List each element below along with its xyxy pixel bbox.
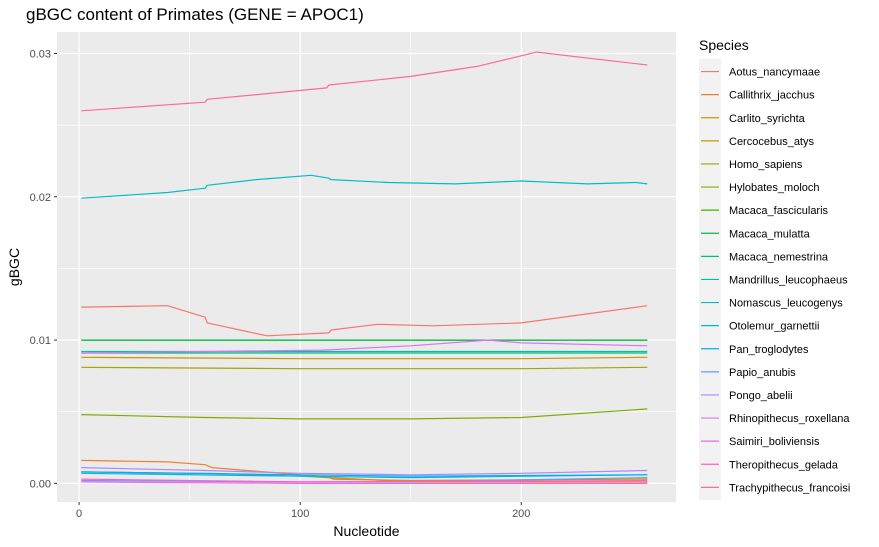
legend-label: Callithrix_jacchus xyxy=(729,90,815,102)
x-tick-label: 100 xyxy=(291,508,309,520)
series-line-pan-troglodytes xyxy=(81,471,648,477)
series-lines xyxy=(81,51,648,484)
x-axis-title: Nucleotide xyxy=(333,523,399,539)
legend-label: Hylobates_moloch xyxy=(729,182,820,194)
legend-label: Trachypithecus_francoisi xyxy=(729,482,850,494)
legend-label: Nomascus_leucogenys xyxy=(729,298,843,310)
y-tick-label: 0.00 xyxy=(30,478,51,490)
chart-title: gBGC content of Primates (GENE = APOC1) xyxy=(26,5,364,24)
legend-label: Carlito_syrichta xyxy=(729,113,806,125)
series-line-cercocebus-atys xyxy=(81,356,648,360)
legend-label: Pan_troglodytes xyxy=(729,344,809,356)
series-line-hylobates-moloch xyxy=(81,408,648,420)
legend-title: Species xyxy=(699,37,749,53)
legend: Species Aotus_nancymaae Callithrix_jacchu… xyxy=(699,37,850,500)
series-line-pongo-abelii xyxy=(81,467,648,476)
series-line-trachypithecus-francoisi xyxy=(81,51,648,112)
legend-label: Theropithecus_gelada xyxy=(729,459,839,471)
y-tick-label: 0.02 xyxy=(30,192,51,204)
series-line-saimiri-boliviensis xyxy=(81,481,648,484)
legend-label: Macaca_nemestrina xyxy=(729,251,829,263)
x-tick-label: 0 xyxy=(76,508,82,520)
legend-label: Aotus_nancymaae xyxy=(729,67,820,79)
series-line-homo-sapiens xyxy=(81,366,648,370)
y-tick-label: 0.03 xyxy=(30,48,51,60)
series-line-rhinopithecus-roxellana xyxy=(81,339,648,354)
series-line-aotus-nancymaae xyxy=(81,305,648,337)
legend-label: Macaca_mulatta xyxy=(729,228,811,240)
legend-label: Homo_sapiens xyxy=(729,159,803,171)
legend-label: Pongo_abelii xyxy=(729,390,793,402)
series-line-nomascus-leucogenys xyxy=(81,174,648,199)
legend-label: Otolemur_garnettii xyxy=(729,321,820,333)
x-tick-label: 200 xyxy=(512,508,530,520)
y-axis: 0.00 0.01 0.02 0.03 xyxy=(30,48,57,490)
x-axis: 0 100 200 xyxy=(76,502,530,520)
y-axis-title: gBGC xyxy=(6,248,22,286)
series-line-otolemur-garnettii xyxy=(81,472,648,479)
legend-label: Mandrillus_leucophaeus xyxy=(729,274,848,286)
plot-panel xyxy=(57,32,676,502)
legend-label: Rhinopithecus_roxellana xyxy=(729,413,850,425)
y-tick-label: 0.01 xyxy=(30,335,51,347)
legend-label: Macaca_fascicularis xyxy=(729,205,829,217)
legend-label: Papio_anubis xyxy=(729,367,796,379)
series-line-theropithecus-gelada xyxy=(81,478,648,483)
legend-label: Saimiri_boliviensis xyxy=(729,436,820,448)
legend-label: Cercocebus_atys xyxy=(729,136,814,148)
